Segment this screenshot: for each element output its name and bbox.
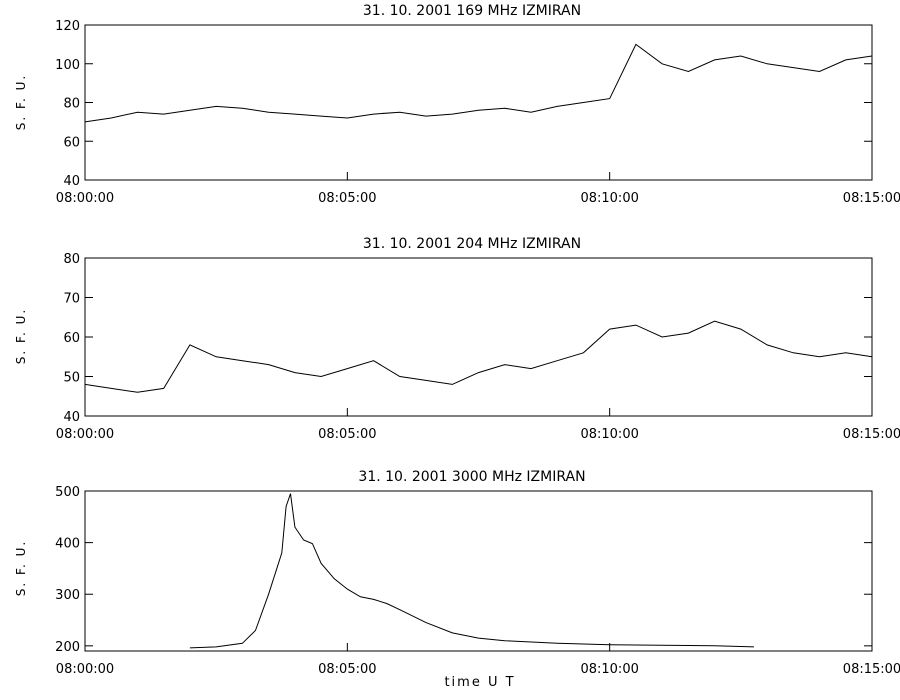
- chart-title: 31. 10. 2001 3000 MHz IZMIRAN: [358, 469, 585, 485]
- plot-frame: [84, 24, 873, 181]
- y-tick-label: 100: [55, 58, 80, 73]
- y-tick-label: 40: [63, 410, 80, 425]
- x-tick-label: 08:15:00: [843, 662, 900, 677]
- y-tick-label: 50: [63, 371, 80, 386]
- x-tick-label: 08:00:00: [56, 191, 114, 206]
- y-tick-label: 80: [63, 97, 80, 112]
- y-tick-label: 500: [55, 485, 80, 500]
- y-tick-label: 70: [63, 292, 80, 307]
- x-ticks: 08:00:00 08:05:00 08:10:00 08:15:00: [56, 408, 900, 442]
- x-tick-label: 08:10:00: [580, 427, 638, 442]
- chart-title: 31. 10. 2001 169 MHz IZMIRAN: [363, 3, 581, 19]
- x-tick-label: 08:05:00: [318, 427, 376, 442]
- y-tick-label: 40: [63, 174, 80, 189]
- x-tick-label: 08:05:00: [318, 662, 376, 677]
- panel-3000mhz: 31. 10. 2001 3000 MHz IZMIRAN S. F. U. 2…: [14, 469, 900, 690]
- x-tick-label: 08:05:00: [318, 191, 376, 206]
- chart-title: 31. 10. 2001 204 MHz IZMIRAN: [363, 236, 581, 252]
- y-tick-label: 120: [55, 19, 80, 34]
- x-tick-label: 08:00:00: [56, 662, 114, 677]
- y-ticks: 200 300 400 500: [55, 485, 872, 655]
- x-tick-label: 08:10:00: [580, 191, 638, 206]
- x-tick-label: 08:15:00: [843, 427, 900, 442]
- y-tick-label: 300: [55, 588, 80, 603]
- y-ticks: 40 60 80 100 120: [55, 19, 872, 189]
- x-tick-label: 08:10:00: [580, 662, 638, 677]
- x-tick-label: 08:15:00: [843, 191, 900, 206]
- x-tick-label: 08:00:00: [56, 427, 114, 442]
- series-line: [84, 320, 873, 393]
- panel-204mhz: 31. 10. 2001 204 MHz IZMIRAN S. F. U. 40…: [14, 236, 900, 442]
- panel-169mhz: 31. 10. 2001 169 MHz IZMIRAN S. F. U. 40…: [14, 3, 900, 206]
- plot-frame: [84, 490, 873, 652]
- series-line: [189, 493, 754, 649]
- x-axis-label: time U T: [444, 675, 515, 690]
- x-ticks: 08:00:00 08:05:00 08:10:00 08:15:00: [56, 643, 900, 677]
- y-tick-label: 80: [63, 252, 80, 267]
- y-tick-label: 200: [55, 640, 80, 655]
- y-ticks: 40 50 60 70 80: [63, 252, 872, 425]
- x-ticks: 08:00:00 08:05:00 08:10:00 08:15:00: [56, 172, 900, 206]
- y-tick-label: 400: [55, 537, 80, 552]
- y-axis-label: S. F. U.: [14, 308, 28, 364]
- y-axis-label: S. F. U.: [14, 74, 28, 130]
- series-line: [84, 43, 873, 123]
- y-tick-label: 60: [63, 135, 80, 150]
- y-tick-label: 60: [63, 331, 80, 346]
- y-axis-label: S. F. U.: [14, 540, 28, 596]
